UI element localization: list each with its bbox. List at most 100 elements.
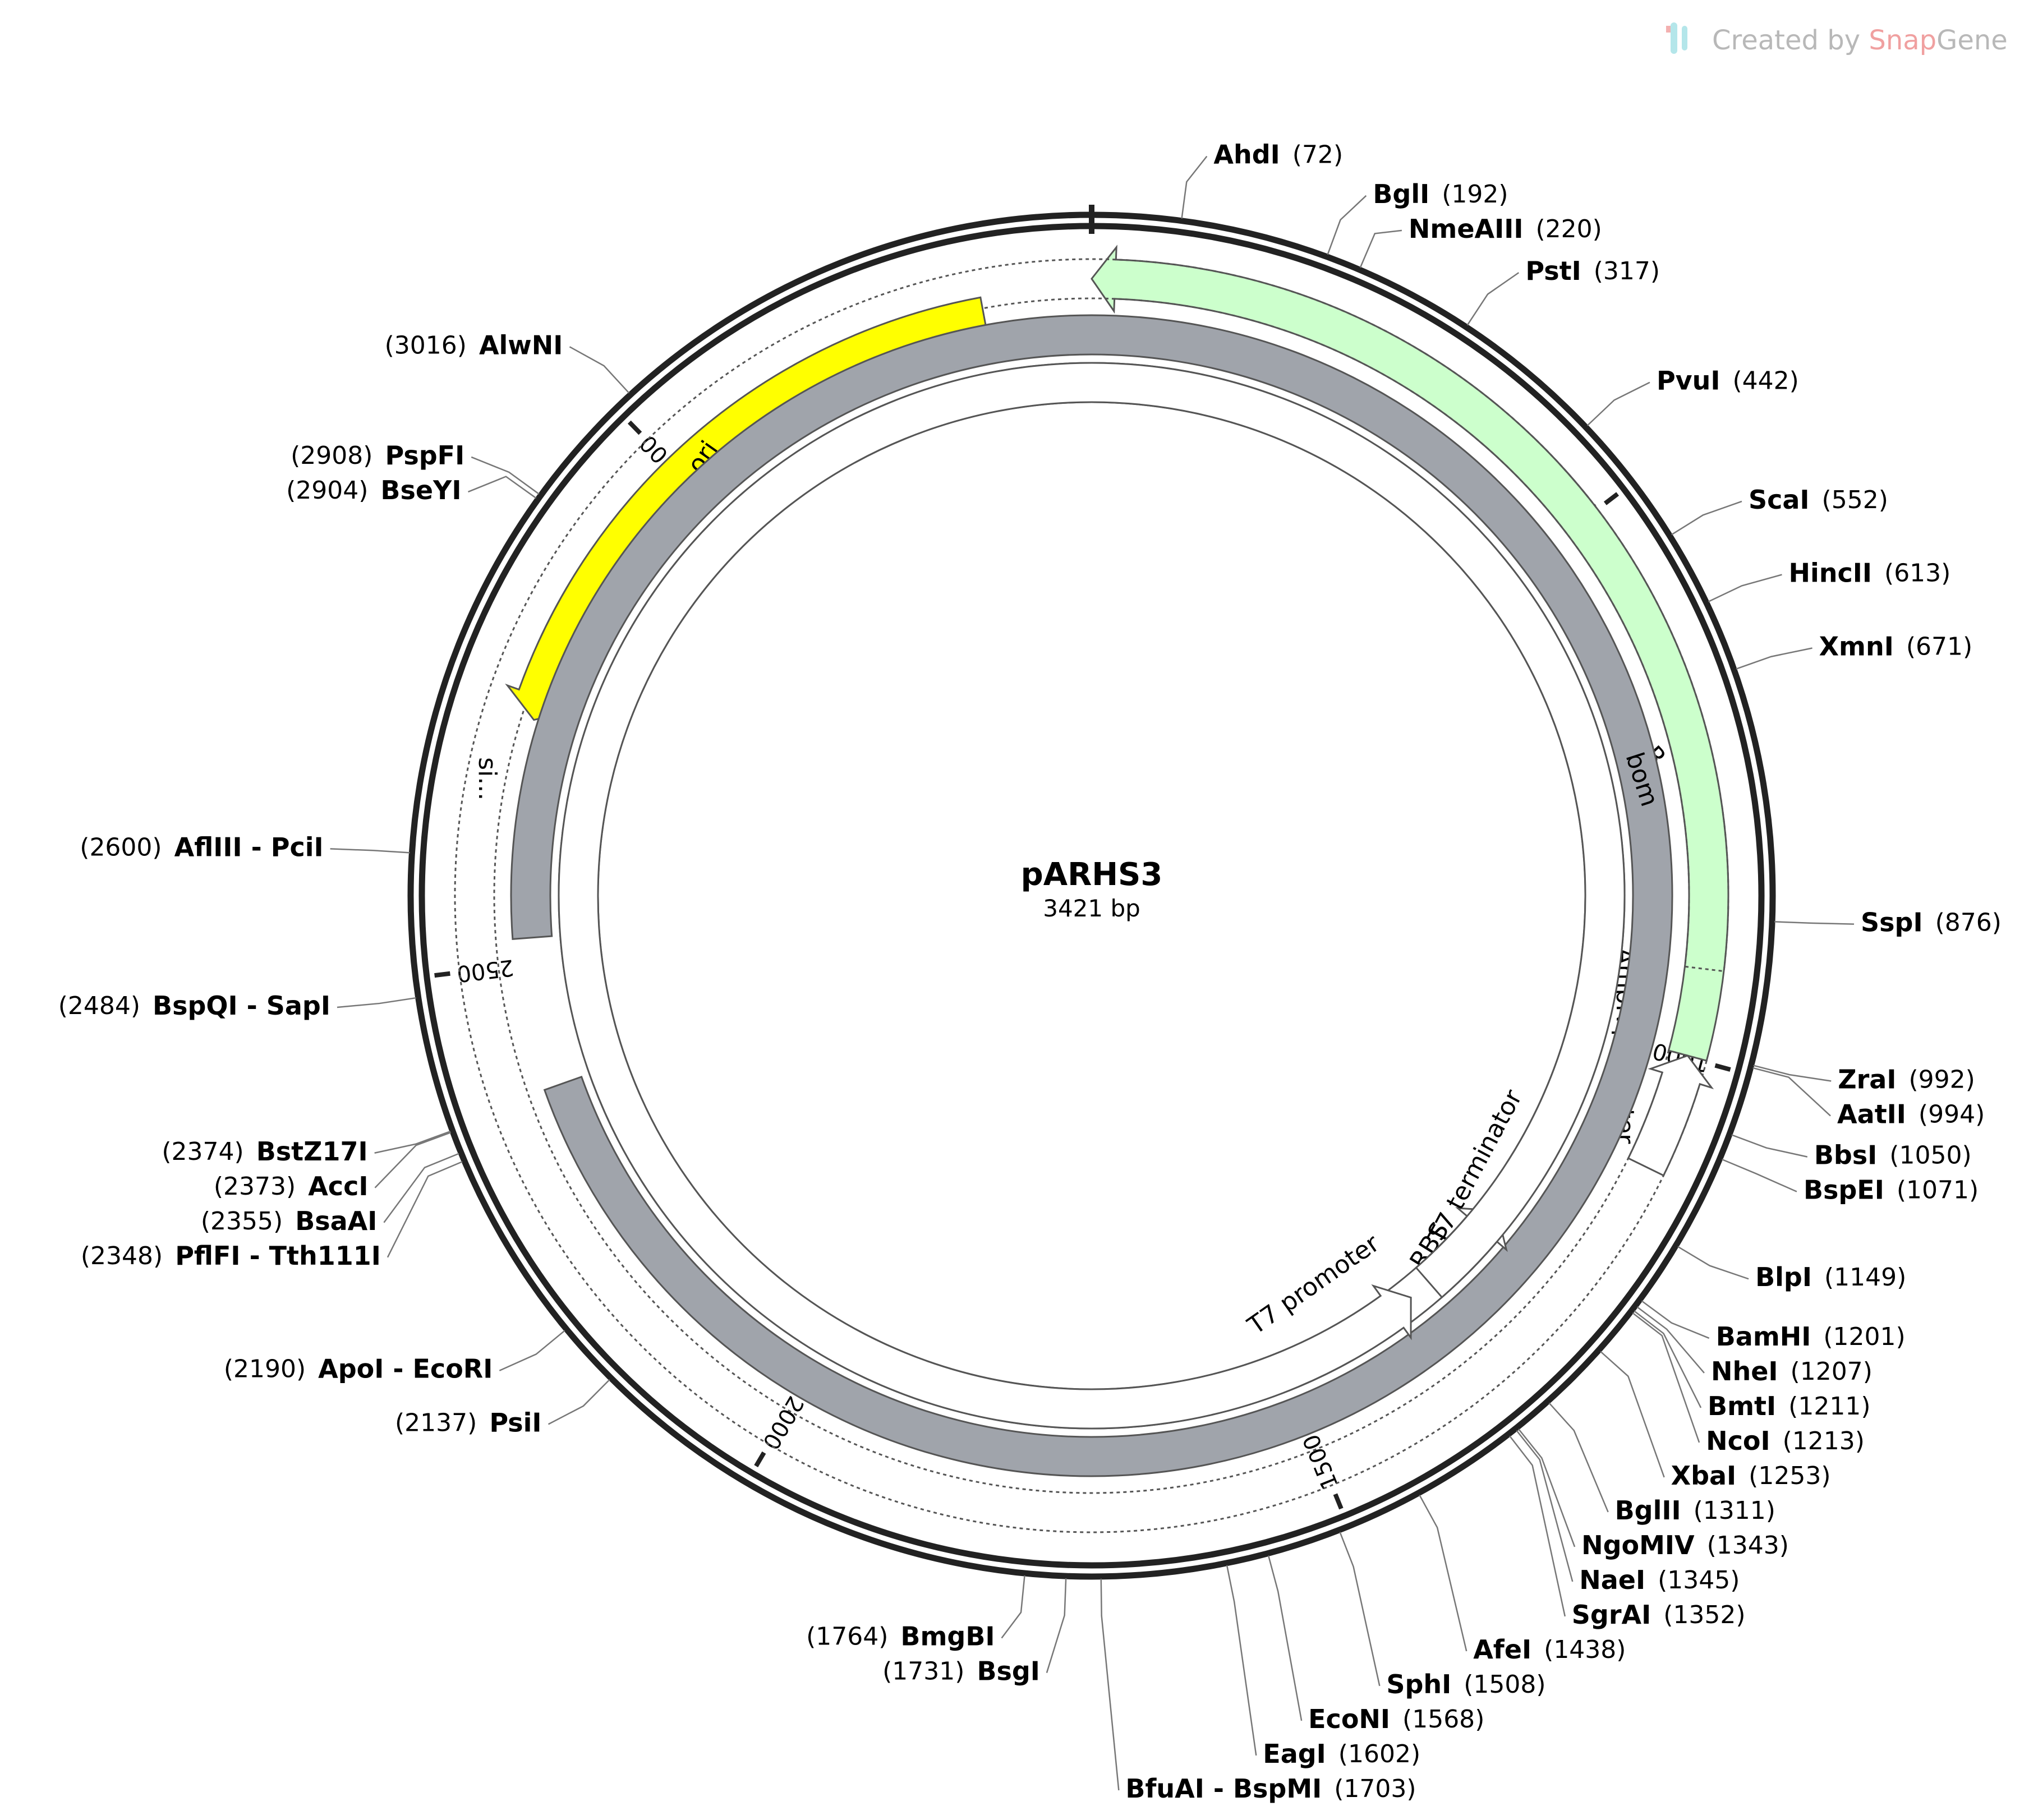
site-label[interactable]: (2137) PsiI [395, 1407, 542, 1437]
site-afliii-pcii[interactable]: (2600) AflIII - PciI [80, 832, 410, 862]
plasmid-size: 3421 bp [1043, 895, 1140, 922]
site-label[interactable]: NaeI (1345) [1579, 1564, 1740, 1595]
site-bmti[interactable]: BmtI (1211) [1634, 1310, 1870, 1421]
site-label[interactable]: (2908) PspFI [291, 440, 464, 470]
site-label[interactable]: (2348) PflFI - Tth111I [81, 1240, 381, 1270]
site-label[interactable]: BlpI (1149) [1755, 1262, 1906, 1292]
site-bfuai-bspmi[interactable]: BfuAI - BspMI (1703) [1100, 1578, 1416, 1804]
site-sspi[interactable]: SspI (876) [1774, 907, 2002, 937]
site-label[interactable]: BamHI (1201) [1716, 1321, 1906, 1351]
site-label[interactable]: (2484) BspQI - SapI [58, 990, 330, 1020]
site-leader-line [1632, 1312, 1700, 1443]
site-label[interactable]: ScaI (552) [1749, 484, 1888, 514]
site-position: 671 [1916, 632, 1963, 661]
site-leader-line [1518, 1429, 1576, 1547]
site-label[interactable]: NmeAIII (220) [1409, 213, 1602, 243]
site-bsgi[interactable]: (1731) BsgI [882, 1578, 1067, 1686]
site-label[interactable]: (3016) AlwNI [385, 330, 563, 360]
site-bstz17i[interactable]: (2374) BstZ17I [162, 1130, 451, 1166]
site-label[interactable]: (2600) AflIII - PciI [80, 832, 323, 862]
site-apoi-ecori[interactable]: (2190) ApoI - EcoRI [224, 1330, 565, 1384]
feature-signal[interactable]: si... [454, 258, 1729, 1533]
site-label[interactable]: EagI (1602) [1263, 1738, 1420, 1768]
site-psii[interactable]: (2137) PsiI [395, 1379, 610, 1437]
site-label[interactable]: SphI (1508) [1386, 1669, 1545, 1699]
site-label[interactable]: PvuI (442) [1657, 365, 1799, 395]
site-leader-line [1419, 1495, 1467, 1652]
site-label[interactable]: SgrAI (1352) [1572, 1599, 1746, 1629]
site-bspqi-sapi[interactable]: (2484) BspQI - SapI [58, 990, 416, 1020]
site-name: XbaI [1671, 1460, 1737, 1490]
site-pvui[interactable]: PvuI (442) [1586, 365, 1799, 426]
site-xmni[interactable]: XmnI (671) [1736, 631, 1973, 670]
site-bmgbi[interactable]: (1764) BmgBI [806, 1575, 1025, 1651]
site-leader-line [1339, 1532, 1381, 1687]
site-acci[interactable]: (2373) AccI [214, 1132, 451, 1201]
feature-ampr-promoter-shape[interactable] [1627, 1054, 1714, 1177]
site-label[interactable]: (2355) BsaAI [201, 1205, 378, 1236]
site-label[interactable]: AatII (994) [1837, 1099, 1985, 1129]
site-xbai[interactable]: XbaI (1253) [1600, 1351, 1831, 1491]
site-label[interactable]: HincII (613) [1789, 557, 1951, 588]
site-zrai[interactable]: ZraI (992) [1753, 1064, 1975, 1094]
site-blpi[interactable]: BlpI (1149) [1677, 1246, 1906, 1292]
site-sgrai[interactable]: SgrAI (1352) [1509, 1435, 1746, 1629]
site-name: SgrAI [1572, 1599, 1651, 1629]
site-sphi[interactable]: SphI (1508) [1339, 1532, 1546, 1699]
site-label[interactable]: ZraI (992) [1838, 1064, 1975, 1094]
site-label[interactable]: BbsI (1050) [1814, 1140, 1972, 1170]
site-aatii[interactable]: AatII (994) [1752, 1067, 1985, 1129]
site-label[interactable]: XmnI (671) [1819, 631, 1973, 661]
site-leader-line [1516, 1430, 1574, 1582]
tick-mark [754, 1451, 766, 1468]
site-label[interactable]: (1731) BsgI [882, 1656, 1040, 1686]
site-econi[interactable]: EcoNI (1568) [1267, 1555, 1484, 1734]
site-label[interactable]: SspI (876) [1861, 907, 2002, 937]
site-ngomiv[interactable]: NgoMIV (1343) [1518, 1429, 1789, 1560]
site-hincii[interactable]: HincII (613) [1708, 557, 1950, 602]
site-label[interactable]: (2374) BstZ17I [162, 1136, 367, 1166]
site-label[interactable]: (2373) AccI [214, 1171, 369, 1201]
site-label[interactable]: NcoI (1213) [1706, 1425, 1865, 1455]
site-label[interactable]: BfuAI - BspMI (1703) [1125, 1773, 1416, 1803]
site-leader-line [1722, 1158, 1797, 1192]
site-label[interactable]: BglI (192) [1373, 178, 1508, 209]
site-label[interactable]: NgoMIV (1343) [1581, 1529, 1789, 1560]
site-label[interactable]: (2190) ApoI - EcoRI [224, 1353, 493, 1384]
site-psti[interactable]: PstI (317) [1466, 256, 1660, 326]
site-nhei[interactable]: NheI (1207) [1636, 1306, 1873, 1386]
site-ahdi[interactable]: AhdI (72) [1181, 139, 1344, 219]
site-label[interactable]: (2904) BseYI [286, 474, 461, 505]
site-bseyi[interactable]: (2904) BseYI [286, 474, 537, 505]
site-label[interactable]: (1764) BmgBI [806, 1621, 995, 1651]
site-bspei[interactable]: BspEI (1071) [1722, 1158, 1979, 1205]
site-bglii[interactable]: BglII (1311) [1548, 1402, 1775, 1526]
site-alwni[interactable]: (3016) AlwNI [385, 330, 630, 394]
site-label[interactable]: AhdI (72) [1213, 139, 1343, 169]
site-label[interactable]: BspEI (1071) [1804, 1174, 1979, 1205]
site-position: 1050 [1899, 1141, 1962, 1170]
site-name: XmnI [1819, 631, 1894, 661]
site-nmeaiii[interactable]: NmeAIII (220) [1359, 213, 1602, 268]
site-ncoi[interactable]: NcoI (1213) [1632, 1312, 1865, 1456]
site-label[interactable]: XbaI (1253) [1671, 1460, 1831, 1490]
feature-bom-shape[interactable] [510, 314, 1673, 1477]
feature-bom[interactable]: bom [510, 314, 1673, 1477]
feature-t7-promoter-shape[interactable] [558, 362, 1626, 1430]
site-label[interactable]: PstI (317) [1525, 256, 1660, 286]
site-bsaai[interactable]: (2355) BsaAI [201, 1153, 459, 1236]
site-bamhi[interactable]: BamHI (1201) [1641, 1300, 1906, 1352]
site-label[interactable]: EcoNI (1568) [1308, 1703, 1484, 1734]
site-bbsi[interactable]: BbsI (1050) [1731, 1134, 1972, 1170]
site-label[interactable]: NheI (1207) [1711, 1356, 1873, 1386]
site-label[interactable]: BglII (1311) [1615, 1495, 1775, 1525]
site-scai[interactable]: ScaI (552) [1671, 484, 1888, 536]
site-pspfi[interactable]: (2908) PspFI [291, 440, 540, 495]
site-pflfi-tth111i[interactable]: (2348) PflFI - Tth111I [81, 1161, 463, 1270]
site-label[interactable]: AfeI (1438) [1473, 1634, 1626, 1664]
site-label[interactable]: BmtI (1211) [1708, 1390, 1870, 1421]
site-bgli[interactable]: BglI (192) [1327, 178, 1508, 255]
site-afei[interactable]: AfeI (1438) [1419, 1495, 1626, 1665]
site-naei[interactable]: NaeI (1345) [1516, 1430, 1740, 1595]
site-eagi[interactable]: EagI (1602) [1226, 1565, 1420, 1769]
